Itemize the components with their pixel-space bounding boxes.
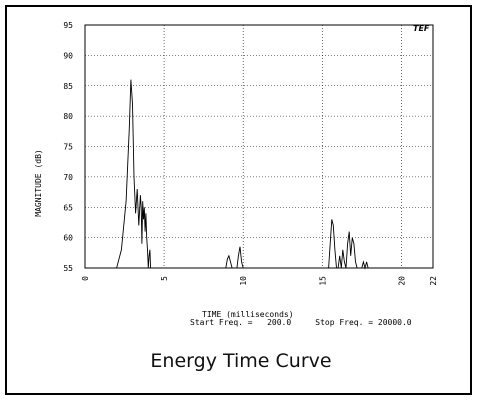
energy-curve-line bbox=[116, 79, 378, 270]
x-axis-label: TIME (milliseconds) bbox=[202, 310, 294, 319]
grid bbox=[85, 25, 433, 268]
frequency-range: Start Freq. = 200.0 Stop Freq. = 20000.0 bbox=[190, 318, 480, 327]
y-tick-label: 65 bbox=[63, 203, 73, 212]
start-freq-value: 200.0 bbox=[267, 318, 292, 327]
y-tick-label: 75 bbox=[63, 143, 73, 152]
x-tick-label: 5 bbox=[160, 276, 169, 281]
x-tick-label: 22 bbox=[429, 276, 438, 286]
x-axis-ticks: 0 5 10 15 20 22 bbox=[81, 276, 438, 286]
x-tick-label: 10 bbox=[239, 276, 248, 286]
x-tick-label: 15 bbox=[318, 276, 327, 286]
caption: Energy Time Curve bbox=[150, 350, 332, 372]
stop-freq-label: Stop Freq. = bbox=[315, 318, 374, 327]
stop-freq-value: 20000.0 bbox=[377, 318, 412, 327]
y-tick-label: 55 bbox=[63, 264, 73, 273]
start-freq-label: Start Freq. = bbox=[190, 318, 253, 327]
x-tick-label: 0 bbox=[81, 276, 90, 281]
y-tick-label: 70 bbox=[63, 173, 73, 182]
y-axis-label: MAGNITUDE (dB) bbox=[34, 149, 43, 216]
y-axis-ticks: 95 90 85 80 75 70 65 60 55 bbox=[63, 21, 73, 273]
x-tick-label: 20 bbox=[397, 276, 406, 286]
y-tick-label: 85 bbox=[63, 82, 73, 91]
y-tick-label: 90 bbox=[63, 51, 73, 60]
y-tick-label: 60 bbox=[63, 234, 73, 243]
tef-logo: TEF bbox=[413, 24, 430, 33]
y-tick-label: 95 bbox=[63, 21, 73, 30]
chart-frame bbox=[5, 5, 472, 395]
y-tick-label: 80 bbox=[63, 112, 73, 121]
